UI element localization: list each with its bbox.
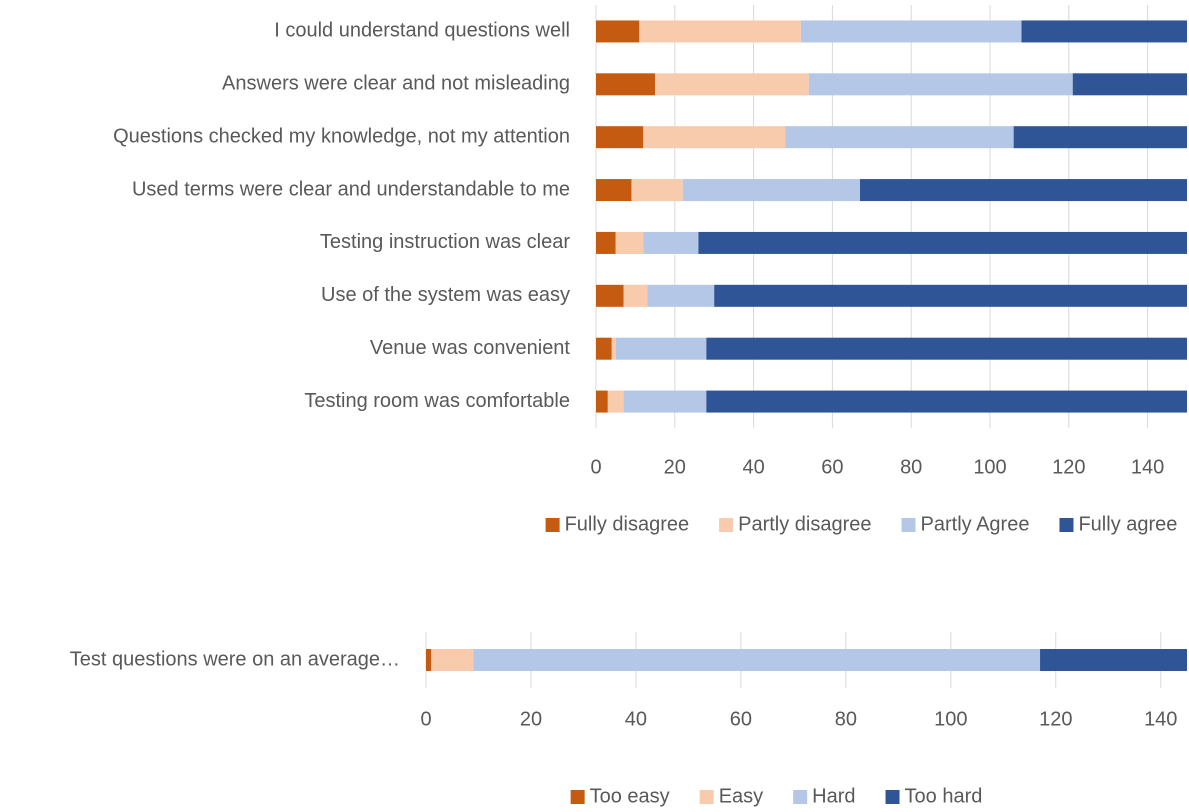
- bar-segment: [596, 337, 612, 360]
- bar-segment: [596, 20, 640, 43]
- bar-segment: [1013, 126, 1187, 149]
- bar-segment: [1040, 649, 1187, 671]
- legend-swatch: [570, 790, 585, 804]
- bar-segment: [800, 20, 1022, 43]
- bar-segment: [615, 337, 707, 360]
- bar-segment: [607, 390, 624, 413]
- bar-segment: [596, 179, 632, 202]
- y-tick-label: I could understand questions well: [274, 20, 570, 42]
- bar-segment: [714, 284, 1187, 307]
- x-tick-label: 120: [1052, 456, 1085, 478]
- bar-segment: [706, 390, 1187, 413]
- x-tick-label: 40: [742, 456, 764, 478]
- bar-segment: [698, 231, 1187, 254]
- legend-label: Partly disagree: [738, 513, 871, 535]
- bar-segment: [706, 337, 1187, 360]
- x-tick-label: 100: [934, 708, 967, 730]
- legend-swatch: [901, 518, 916, 532]
- legend-swatch: [793, 790, 808, 804]
- legend-label: Fully disagree: [565, 513, 690, 535]
- legend-swatch: [719, 518, 734, 532]
- bar-segment: [631, 179, 683, 202]
- bar-segment: [615, 231, 644, 254]
- x-tick-label: 60: [821, 456, 843, 478]
- bar-segment: [1021, 20, 1187, 43]
- bar-segment: [808, 73, 1073, 96]
- bar-segment: [643, 231, 699, 254]
- x-tick-label: 0: [590, 456, 601, 478]
- bar-segment: [623, 284, 648, 307]
- legend-swatch: [1059, 518, 1074, 532]
- bar-segment: [596, 73, 656, 96]
- x-tick-label: 100: [973, 456, 1006, 478]
- bar-segment: [596, 284, 624, 307]
- bar-segment: [473, 649, 1041, 671]
- legend-label: Easy: [719, 785, 763, 807]
- bar-segment: [859, 179, 1187, 202]
- x-tick-label: 20: [520, 708, 542, 730]
- bar-segment: [682, 179, 860, 202]
- legend-label: Too easy: [590, 785, 670, 807]
- bar-segment: [639, 20, 801, 43]
- bar-segment: [623, 390, 707, 413]
- y-tick-label: Testing instruction was clear: [320, 231, 570, 253]
- x-tick-label: 40: [625, 708, 647, 730]
- x-tick-label: 80: [835, 708, 857, 730]
- x-tick-label: 140: [1131, 456, 1164, 478]
- x-tick-label: 80: [900, 456, 922, 478]
- y-tick-label: Questions checked my knowledge, not my a…: [113, 125, 570, 147]
- legend-swatch: [545, 518, 560, 532]
- y-tick-label: Use of the system was easy: [321, 284, 570, 306]
- bar-segment: [1072, 73, 1187, 96]
- x-tick-label: 60: [730, 708, 752, 730]
- bar-segment: [785, 126, 1014, 149]
- y-tick-label: Test questions were on an average…: [70, 648, 400, 670]
- bar-segment: [596, 231, 616, 254]
- bar-segment: [596, 390, 608, 413]
- bar-segment: [643, 126, 786, 149]
- x-tick-label: 20: [664, 456, 686, 478]
- legend-label: Fully agree: [1078, 513, 1177, 535]
- legend-label: Too hard: [905, 785, 983, 807]
- bar-segment: [426, 649, 432, 671]
- y-tick-label: Venue was convenient: [370, 337, 571, 359]
- x-tick-label: 120: [1039, 708, 1072, 730]
- bar-segment: [431, 649, 474, 671]
- y-tick-label: Answers were clear and not misleading: [222, 73, 570, 95]
- legend-label: Partly Agree: [921, 513, 1030, 535]
- x-tick-label: 0: [420, 708, 431, 730]
- y-tick-label: Testing room was comfortable: [304, 390, 570, 412]
- legend-swatch: [885, 790, 900, 804]
- y-tick-label: Used terms were clear and understandable…: [132, 178, 570, 200]
- bar-segment: [611, 337, 616, 360]
- legend-swatch: [699, 790, 714, 804]
- bar-segment: [655, 73, 809, 96]
- bar-segment: [596, 126, 644, 149]
- bar-segment: [647, 284, 715, 307]
- x-tick-label: 140: [1144, 708, 1177, 730]
- legend-label: Hard: [812, 785, 855, 807]
